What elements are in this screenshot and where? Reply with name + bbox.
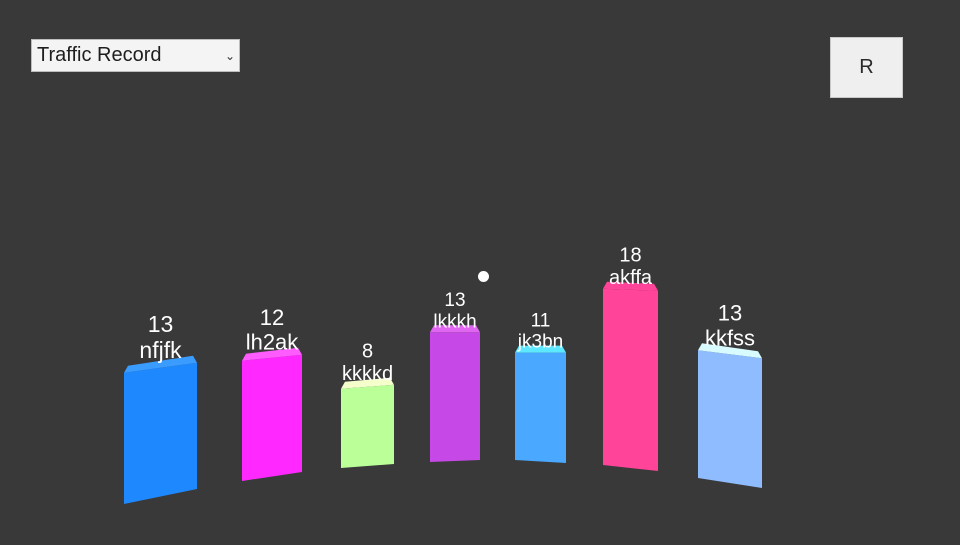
bar-top-kkkkd bbox=[341, 377, 394, 389]
bar-jk3bn bbox=[515, 352, 566, 463]
category-label-jk3bn: jk3bn bbox=[517, 332, 563, 353]
bar-lh2ak bbox=[242, 354, 302, 481]
value-label-kkfss: 13 bbox=[718, 301, 742, 326]
reset-button[interactable]: R bbox=[830, 37, 903, 98]
bar-lkkkh bbox=[430, 332, 480, 462]
bar-top-lkkkh bbox=[430, 325, 480, 333]
bar-top-akffa bbox=[603, 281, 658, 291]
value-label-kkkkd: 8 bbox=[362, 340, 373, 362]
value-label-lh2ak: 12 bbox=[260, 305, 284, 330]
pointer-dot bbox=[478, 271, 489, 282]
bar-kkfss bbox=[698, 350, 762, 488]
value-label-nfjfk: 13 bbox=[148, 311, 174, 337]
category-label-kkkkd: kkkkd bbox=[342, 363, 393, 385]
category-label-lh2ak: lh2ak bbox=[246, 330, 300, 355]
bar-top-lh2ak bbox=[242, 347, 302, 361]
dataset-dropdown[interactable]: Traffic Record ⌄ bbox=[31, 39, 240, 72]
bar-top-nfjfk bbox=[124, 355, 197, 373]
chevron-down-icon: ⌄ bbox=[224, 48, 236, 63]
category-label-nfjfk: nfjfk bbox=[139, 337, 182, 363]
bar-akffa bbox=[603, 288, 658, 471]
dataset-dropdown-value: Traffic Record bbox=[37, 44, 162, 66]
value-label-akffa: 18 bbox=[619, 244, 641, 266]
bar-top-jk3bn bbox=[515, 345, 566, 353]
value-label-lkkkh: 13 bbox=[444, 290, 465, 311]
category-label-kkfss: kkfss bbox=[705, 325, 755, 350]
bar-nfjfk bbox=[124, 362, 197, 504]
category-label-akffa: akffa bbox=[609, 267, 653, 289]
bar-kkkkd bbox=[341, 384, 394, 468]
category-label-lkkkh: lkkkh bbox=[433, 311, 476, 332]
value-label-jk3bn: 11 bbox=[531, 310, 551, 331]
bar-top-kkfss bbox=[698, 343, 762, 359]
